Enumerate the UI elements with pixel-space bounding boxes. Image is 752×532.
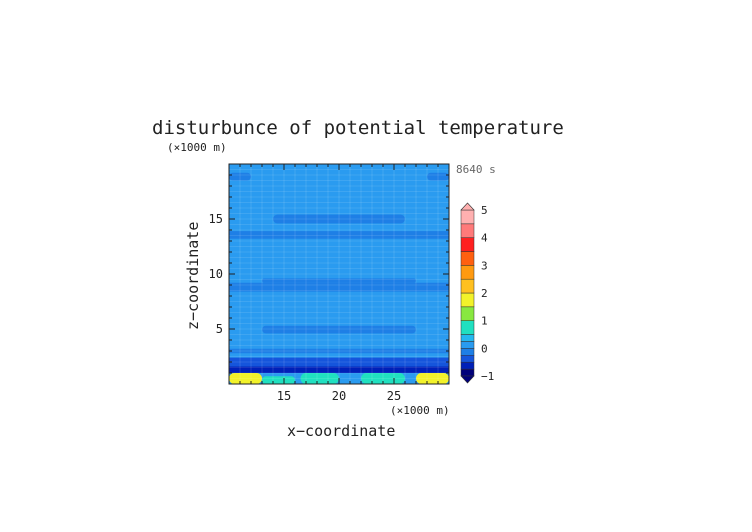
y-tick-label: 10: [209, 267, 223, 281]
colorbar-swatch-3: [460, 348, 475, 356]
colorbar-swatch-13: [460, 223, 475, 238]
y-tick-label: 15: [209, 212, 223, 226]
colorbar-swatch-14: [460, 209, 475, 225]
x-tick-label: 15: [277, 389, 291, 403]
colorbar-max-arrow: [460, 202, 475, 211]
colorbar-min-arrow: [460, 375, 475, 384]
field-band-3: [300, 373, 339, 384]
field-band-8: [229, 348, 449, 354]
colorbar-swatch-2: [460, 355, 475, 363]
field-band-2: [262, 376, 295, 384]
field-band-15: [427, 172, 449, 181]
heatmap-field: [229, 164, 449, 384]
colorbar-swatch-11: [460, 251, 475, 266]
y-unit-label: (×1000 m): [167, 141, 227, 154]
colorbar: 5 4 3 2 1 0 −1: [460, 202, 494, 384]
field-band-1: [229, 373, 262, 384]
field-band-7: [229, 357, 449, 367]
y-tick-label: 5: [216, 322, 223, 336]
colorbar-swatch-10: [460, 265, 475, 280]
colorbar-label: 4: [481, 232, 488, 245]
colorbar-label: 2: [481, 287, 488, 300]
x-tick-label: 25: [387, 389, 401, 403]
time-label: 8640 s: [456, 163, 496, 176]
colorbar-label: 5: [481, 204, 488, 217]
colorbar-label: 3: [481, 259, 488, 272]
field-band-13: [273, 214, 405, 224]
field-band-9: [262, 325, 416, 334]
x-axis-title: x−coordinate: [287, 422, 395, 440]
colorbar-swatch-5: [460, 334, 475, 342]
field-band-14: [229, 172, 251, 181]
x-axis: 15 20 25: [239, 164, 439, 403]
colorbar-label: 0: [481, 342, 488, 355]
colorbar-swatch-4: [460, 341, 475, 349]
x-unit-label: (×1000 m): [390, 404, 450, 417]
colorbar-swatch-9: [460, 278, 475, 294]
colorbar-label: 1: [481, 315, 488, 328]
field-band-6: [229, 366, 449, 373]
colorbar-label: −1: [481, 370, 494, 383]
field-band-10: [229, 282, 449, 292]
colorbar-swatch-12: [460, 237, 475, 252]
field-band-12: [229, 231, 449, 239]
y-axis: 5 10 15: [209, 174, 449, 374]
colorbar-swatch-6: [460, 320, 475, 335]
x-tick-label: 20: [332, 389, 346, 403]
field-band-5: [416, 373, 449, 384]
colorbar-swatch-8: [460, 292, 475, 308]
colorbar-swatch-1: [460, 361, 475, 370]
colorbar-swatch-7: [460, 306, 475, 321]
chart-title: disturbunce of potential temperature: [152, 117, 564, 139]
colorbar-swatch-0: [460, 368, 475, 377]
y-axis-title: z−coordinate: [184, 222, 202, 330]
grid-lines: [228, 163, 450, 385]
field-band-11: [262, 278, 416, 283]
field-background: [229, 164, 449, 384]
